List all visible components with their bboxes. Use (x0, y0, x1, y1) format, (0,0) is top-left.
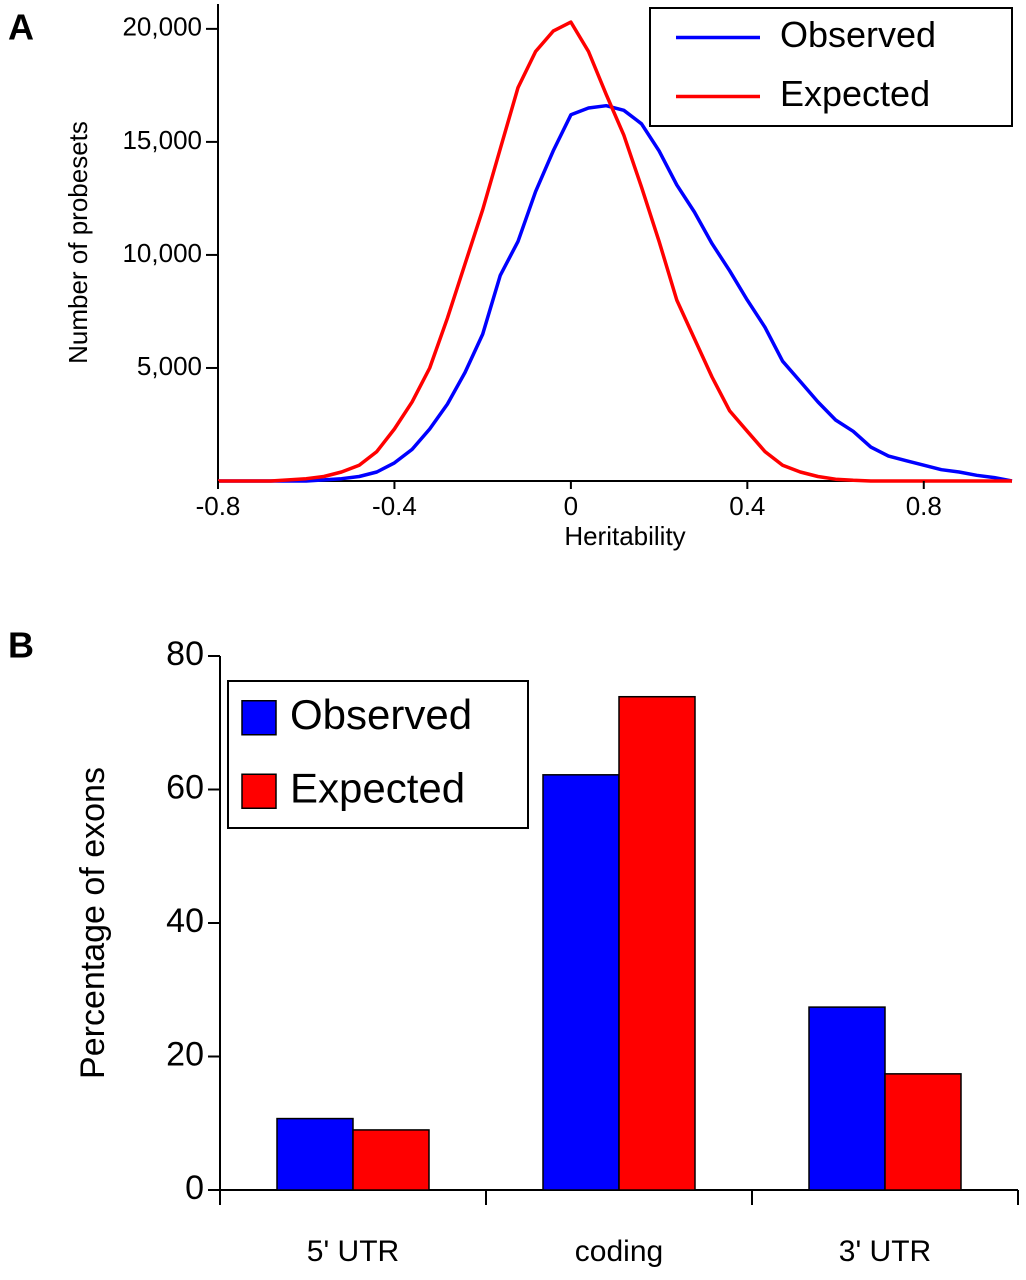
x-tick-label: -0.4 (372, 491, 417, 521)
bar (884, 1073, 962, 1191)
bar (352, 1129, 430, 1191)
x-tick-label: 0 (564, 491, 578, 521)
y-tick-label: 5,000 (137, 351, 202, 381)
x-axis-label: Heritability (564, 521, 685, 551)
legend-label: Observed (290, 691, 472, 738)
legend-box (227, 680, 529, 829)
legend-label: Observed (780, 14, 936, 55)
y-tick-label: 40 (166, 902, 204, 940)
bar (542, 774, 620, 1191)
legend-box (649, 7, 1013, 127)
y-tick-label: 0 (185, 1169, 204, 1207)
legend-swatch (241, 700, 277, 736)
x-tick-label: 0.8 (906, 491, 942, 521)
x-tick-label: 5' UTR (307, 1235, 399, 1268)
y-axis-label: Number of probesets (63, 121, 93, 364)
panel-label: A (8, 7, 34, 48)
line-series (218, 20, 1012, 483)
y-tick-label: 80 (166, 635, 204, 673)
legend-swatch (241, 773, 277, 809)
y-tick-label: 60 (166, 768, 204, 806)
y-tick-label: 20,000 (122, 12, 202, 42)
bar (618, 695, 696, 1191)
legend-label: Expected (290, 764, 465, 811)
x-tick-label: -0.8 (196, 491, 241, 521)
y-tick-label: 15,000 (122, 125, 202, 155)
bar (808, 1006, 886, 1191)
x-tick-label: 3' UTR (839, 1235, 931, 1268)
x-tick-label: 0.4 (729, 491, 765, 521)
y-tick-label: 20 (166, 1035, 204, 1073)
y-tick-label: 10,000 (122, 238, 202, 268)
x-tick-label: coding (575, 1235, 663, 1268)
panel-label: B (8, 625, 34, 666)
legend-label: Expected (780, 73, 930, 114)
y-axis-label: Percentage of exons (74, 767, 112, 1079)
bar (276, 1117, 354, 1191)
line-series (218, 103, 1013, 483)
